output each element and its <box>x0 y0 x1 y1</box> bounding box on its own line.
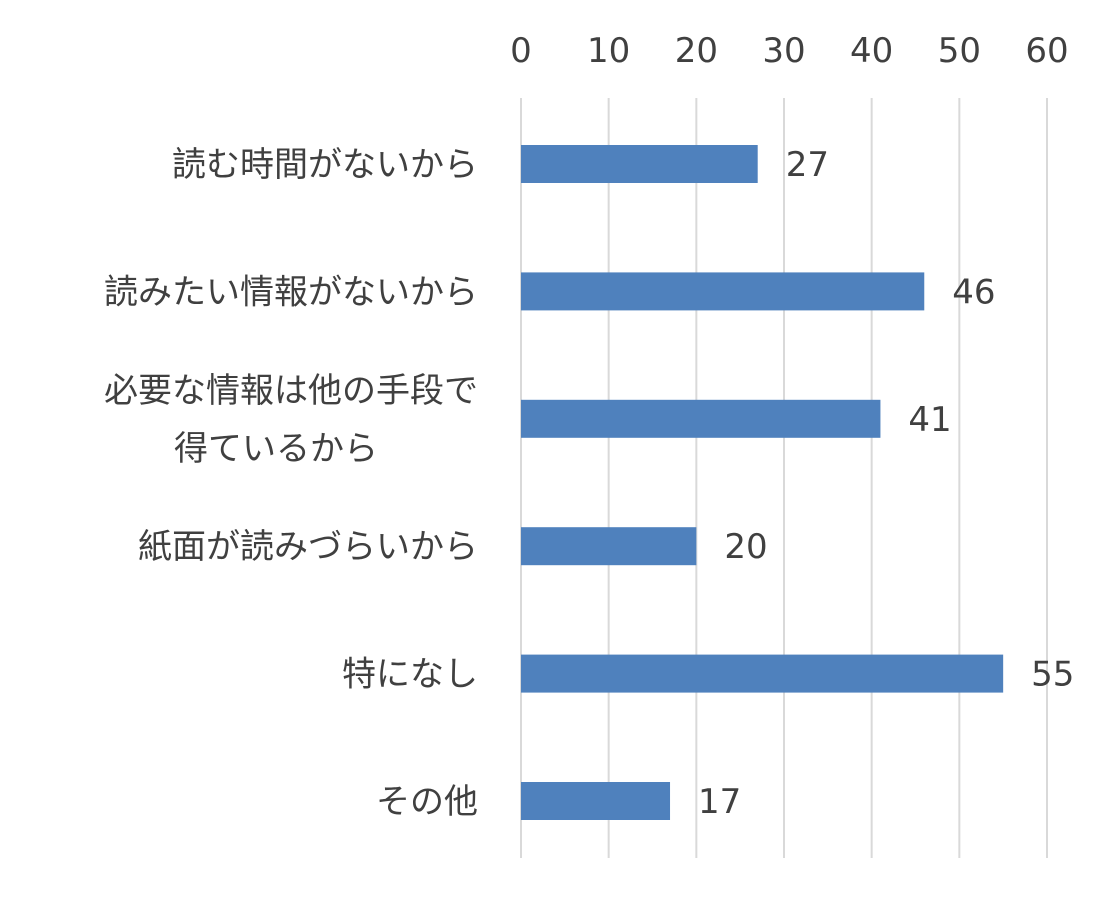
category-label-1: 読みたい情報がないから <box>104 272 478 312</box>
gridlines <box>520 98 1048 858</box>
x-tick-label-30: 30 <box>762 31 805 71</box>
x-tick-label-20: 20 <box>675 31 718 71</box>
bar-0 <box>521 145 758 183</box>
category-label-0: 読む時間がないから <box>172 145 478 185</box>
category-label-3: 紙面が読みづらいから <box>138 527 478 567</box>
category-label-line: 得ているから <box>174 429 378 469</box>
x-tick-label-40: 40 <box>850 31 893 71</box>
data-labels: 27 46 41 20 55 17 <box>698 145 1074 822</box>
category-label-2: 必要な情報は他の手段で得ているから <box>104 371 478 469</box>
data-label-1: 46 <box>952 272 995 312</box>
bars <box>521 145 1004 820</box>
category-label-line: 読む時間がないから <box>172 145 478 185</box>
x-tick-label-60: 60 <box>1025 31 1068 71</box>
bar-3 <box>521 527 697 566</box>
data-label-0: 27 <box>786 145 829 185</box>
bar-4 <box>521 654 1004 693</box>
category-label-line: 特になし <box>342 655 478 695</box>
data-label-3: 20 <box>724 527 767 567</box>
category-label-line: 読みたい情報がないから <box>104 272 478 312</box>
bar-2 <box>521 399 881 438</box>
bar-5 <box>521 782 671 820</box>
data-label-2: 41 <box>908 400 951 440</box>
data-label-4: 55 <box>1031 655 1074 695</box>
category-labels: 読む時間がないから読みたい情報がないから必要な情報は他の手段で得ているから紙面が… <box>104 145 478 822</box>
x-axis-tick-labels: 0 10 20 30 40 50 60 <box>510 31 1068 71</box>
x-tick-label-50: 50 <box>938 31 981 71</box>
x-tick-label-0: 0 <box>510 31 532 71</box>
category-label-line: その他 <box>376 782 478 822</box>
x-tick-label-10: 10 <box>587 31 630 71</box>
category-label-4: 特になし <box>342 655 478 695</box>
category-label-line: 紙面が読みづらいから <box>138 527 478 567</box>
bar-1 <box>521 272 925 311</box>
data-label-5: 17 <box>698 782 741 822</box>
category-label-line: 必要な情報は他の手段で <box>104 371 478 411</box>
category-label-5: その他 <box>376 782 478 822</box>
